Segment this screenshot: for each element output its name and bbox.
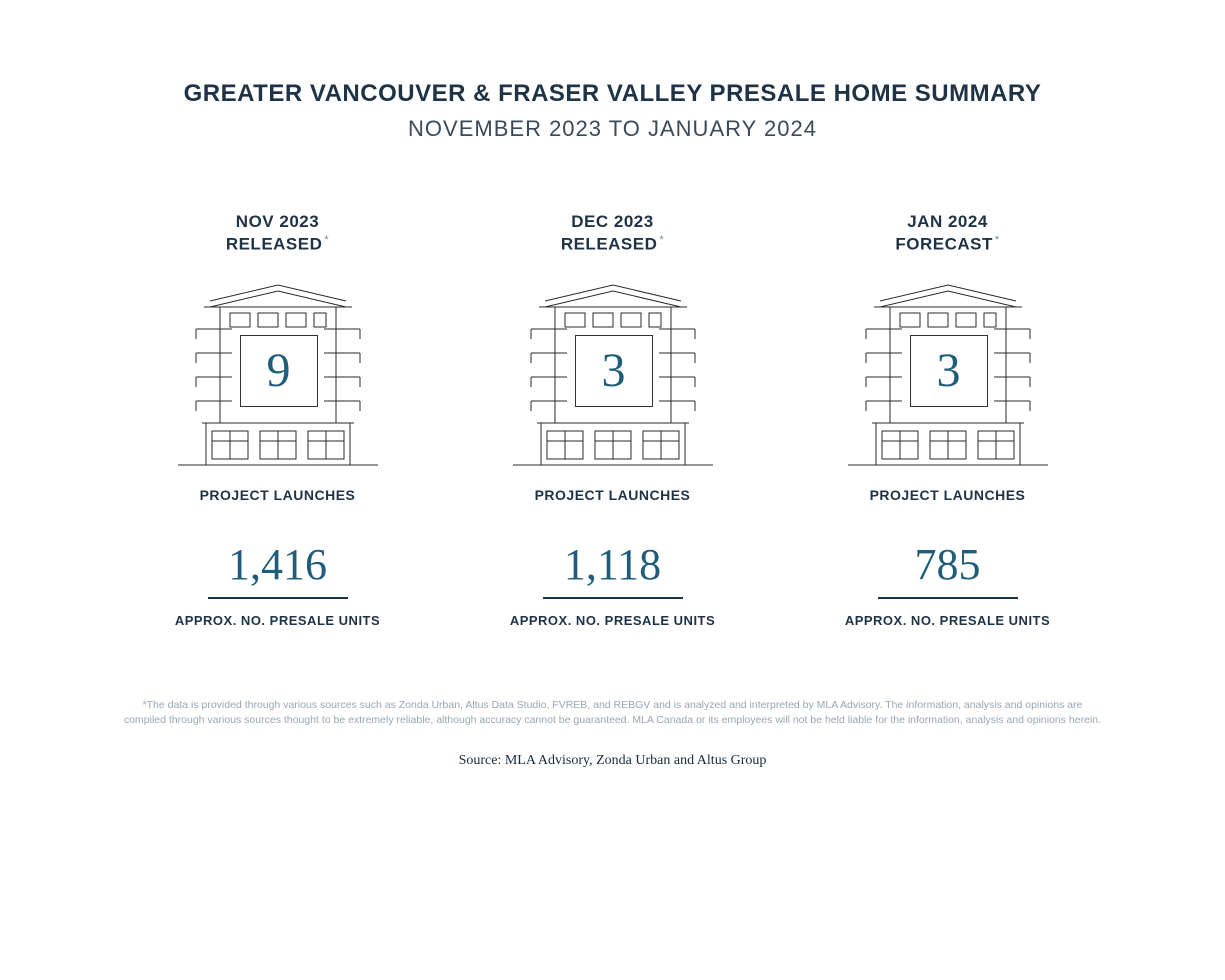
presale-units-label: APPROX. NO. PRESALE UNITS — [845, 613, 1050, 628]
project-count-box: 3 — [910, 335, 988, 407]
page-subtitle: NOVEMBER 2023 TO JANUARY 2024 — [408, 116, 817, 142]
col-label-line1: NOV 2023 — [236, 212, 319, 232]
infographic-page: GREATER VANCOUVER & FRASER VALLEY PRESAL… — [0, 0, 1225, 980]
columns-row: NOV 2023 RELEASED* — [110, 212, 1115, 628]
col-label-line1: JAN 2024 — [907, 212, 988, 232]
month-column-nov: NOV 2023 RELEASED* — [110, 212, 445, 628]
project-count-box: 9 — [240, 335, 318, 407]
presale-units-number: 1,118 — [564, 543, 661, 587]
col-label-line2-text: RELEASED — [226, 235, 323, 254]
col-label-line2-text: RELEASED — [561, 235, 658, 254]
month-column-jan: JAN 2024 FORECAST* — [780, 212, 1115, 628]
divider-rule — [543, 597, 683, 599]
presale-units-label: APPROX. NO. PRESALE UNITS — [510, 613, 715, 628]
asterisk: * — [324, 234, 329, 246]
divider-rule — [878, 597, 1018, 599]
launches-label: PROJECT LAUNCHES — [870, 487, 1026, 503]
project-count-box: 3 — [575, 335, 653, 407]
building-illustration: 3 — [493, 273, 733, 473]
page-title: GREATER VANCOUVER & FRASER VALLEY PRESAL… — [184, 80, 1042, 108]
presale-units-label: APPROX. NO. PRESALE UNITS — [175, 613, 380, 628]
col-label-line2: RELEASED* — [561, 234, 664, 255]
source-text: Source: MLA Advisory, Zonda Urban and Al… — [459, 753, 767, 769]
col-label-line1: DEC 2023 — [571, 212, 653, 232]
disclaimer-text: *The data is provided through various so… — [123, 698, 1103, 730]
asterisk: * — [995, 234, 1000, 246]
building-illustration: 3 — [828, 273, 1068, 473]
col-label-line2: FORECAST* — [895, 234, 999, 255]
col-label-line2-text: FORECAST — [895, 235, 993, 254]
month-column-dec: DEC 2023 RELEASED* — [445, 212, 780, 628]
presale-units-number: 785 — [915, 543, 981, 587]
presale-units-number: 1,416 — [228, 543, 327, 587]
project-count: 9 — [267, 347, 291, 395]
launches-label: PROJECT LAUNCHES — [535, 487, 691, 503]
col-label-line2: RELEASED* — [226, 234, 329, 255]
project-count: 3 — [937, 347, 961, 395]
divider-rule — [208, 597, 348, 599]
project-count: 3 — [602, 347, 626, 395]
asterisk: * — [659, 234, 664, 246]
launches-label: PROJECT LAUNCHES — [200, 487, 356, 503]
building-illustration: 9 — [158, 273, 398, 473]
